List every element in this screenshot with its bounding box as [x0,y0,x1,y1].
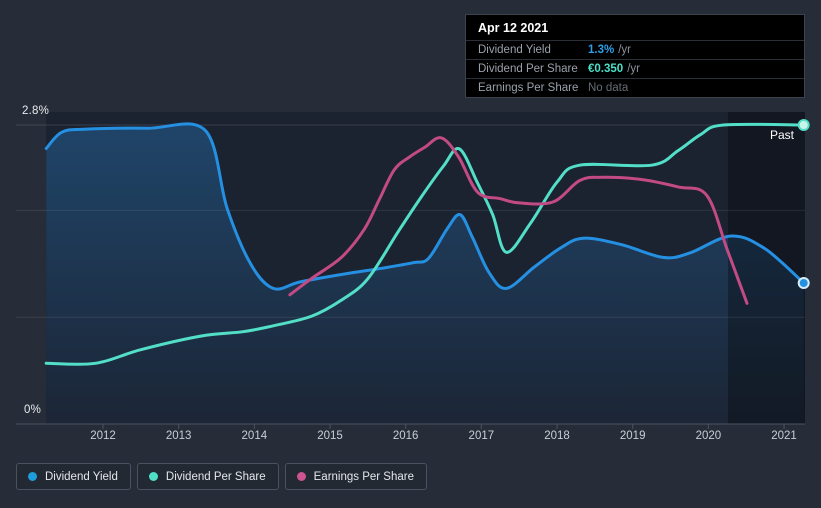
legend-item-earnings-per-share[interactable]: Earnings Per Share [284,463,427,490]
past-period-band [728,112,805,424]
tooltip-row-suffix: /yr [627,63,640,75]
dividend-yield-area [46,123,804,424]
tooltip-row-dividend-yield: Dividend Yield 1.3%/yr [466,41,804,60]
x-axis-label-2020: 2020 [695,430,722,442]
tooltip-row-label: Dividend Yield [478,44,551,56]
tooltip-rows: Dividend Yield 1.3%/yr Dividend Per Share €… [466,41,804,97]
legend-label: Earnings Per Share [313,470,414,483]
x-axis-label-2014: 2014 [241,430,268,442]
tooltip-row-earnings-per-share: Earnings Per Share No data [466,79,804,97]
x-axis-label-2018: 2018 [544,430,570,442]
area-fill-group [46,123,804,424]
earnings-per-share-dot-icon [296,472,306,481]
dividend-yield-line [44,122,806,291]
legend-label: Dividend Per Share [165,470,266,483]
dividend-yield-dot-icon [28,472,37,481]
dividend-yield-end-dot [797,277,810,289]
dividend-per-share-dot-icon [148,472,158,481]
x-axis-label-2012: 2012 [90,430,116,442]
x-axis-label-2015: 2015 [317,430,343,442]
y-axis-label-top: 2.8% [22,105,50,117]
x-axis-label-2016: 2016 [392,430,419,442]
past-label: Past [770,128,795,142]
tooltip-row-suffix: /yr [618,44,631,56]
x-axis-label-2021: 2021 [771,430,797,442]
x-axis-label-2019: 2019 [619,430,646,442]
legend-item-dividend-yield[interactable]: Dividend Yield [16,463,131,490]
tooltip-row-label: Dividend Per Share [478,63,578,75]
tooltip-row-value: No data [588,82,629,94]
chart-legend: Dividend Yield Dividend Per Share Earnings… [16,463,427,490]
tooltip-date: Apr 12 2021 [466,15,804,41]
dividend-per-share-end-dot [797,119,810,131]
series-lines-group [44,119,810,366]
x-axis-label-2013: 2013 [165,430,192,442]
tooltip-row-dividend-per-share: Dividend Per Share €0.350/yr [466,60,804,79]
x-axis-ticks [102,424,785,429]
x-axis-label-2017: 2017 [468,430,495,442]
legend-item-dividend-per-share[interactable]: Dividend Per Share [136,463,279,490]
earnings-per-share-line [288,136,749,305]
chart-tooltip: Apr 12 2021 Dividend Yield 1.3%/yr Dividen… [465,14,805,98]
tooltip-row-label: Earnings Per Share [478,82,579,94]
y-axis-label-zero: 0% [24,404,42,416]
legend-label: Dividend Yield [45,470,118,483]
tooltip-row-value: 1.3% [588,44,615,56]
tooltip-row-value: €0.350 [588,63,624,75]
